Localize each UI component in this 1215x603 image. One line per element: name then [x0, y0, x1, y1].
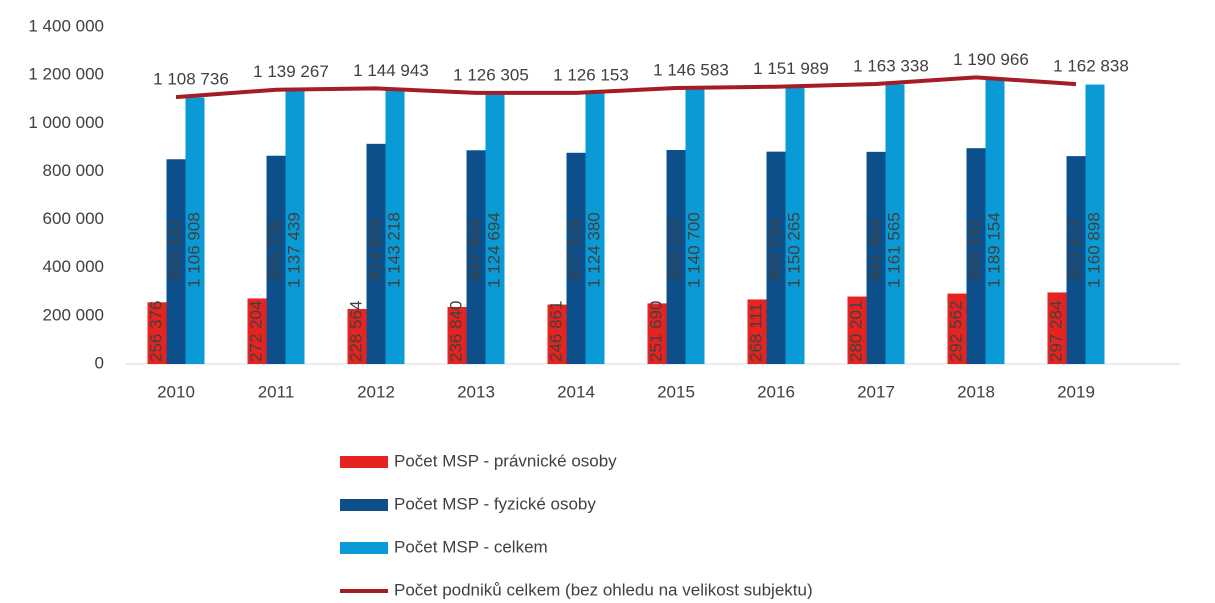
data-label: 1 163 338 [853, 56, 929, 75]
data-label: 1 140 700 [684, 212, 703, 288]
bar [466, 150, 486, 364]
bar [785, 87, 805, 365]
data-label: 1 146 583 [653, 60, 729, 79]
data-label: 268 111 [746, 303, 765, 362]
data-label: 1 143 218 [384, 212, 403, 288]
data-label: 228 564 [346, 301, 365, 362]
bar [947, 293, 967, 364]
bar [185, 97, 205, 365]
bar [485, 93, 505, 365]
bar [1047, 292, 1067, 364]
x-tick-label: 2011 [258, 382, 295, 401]
y-tick-label: 200 000 [43, 305, 104, 324]
bar [566, 152, 586, 364]
x-tick-label: 2019 [1057, 382, 1095, 401]
bar [447, 306, 467, 364]
data-label: 1 137 439 [284, 212, 303, 288]
legend-label: Počet MSP - fyzické osoby [394, 494, 596, 513]
legend-swatch [340, 456, 388, 468]
y-tick-label: 1 200 000 [28, 65, 104, 84]
bar [347, 308, 367, 364]
legend-label: Počet MSP - celkem [394, 537, 548, 556]
y-tick-label: 800 000 [43, 161, 104, 180]
x-tick-label: 2013 [457, 382, 495, 401]
bar [166, 159, 186, 364]
data-label: 1 126 153 [553, 65, 629, 84]
data-label: 1 124 694 [484, 212, 503, 288]
data-label: 1 162 838 [1053, 57, 1129, 76]
bar [285, 90, 305, 365]
data-label: 297 284 [1046, 301, 1065, 362]
data-label: 882 154 [765, 219, 784, 280]
data-label: 1 139 267 [253, 62, 329, 81]
bar [847, 296, 867, 364]
bar [866, 151, 886, 364]
data-label: 887 854 [465, 219, 484, 280]
data-label: 1 160 898 [1084, 212, 1103, 288]
bar [385, 88, 405, 364]
data-label: 1 144 943 [353, 61, 429, 80]
legend-swatch [340, 542, 388, 554]
data-label: 914 654 [365, 219, 384, 280]
data-label: 1 126 305 [453, 65, 529, 84]
bar [985, 77, 1005, 364]
legend-swatch [340, 499, 388, 511]
legend-label: Počet podniků celkem (bez ohledu na veli… [394, 580, 813, 599]
y-tick-label: 1 000 000 [28, 113, 104, 132]
bar [966, 148, 986, 364]
bar [247, 298, 267, 364]
data-label: 889 010 [665, 219, 684, 280]
data-label: 863 614 [1065, 219, 1084, 280]
bar [366, 143, 386, 364]
data-label: 1 106 908 [184, 212, 203, 288]
data-label: 251 690 [646, 301, 665, 362]
data-label: 256 376 [146, 301, 165, 362]
bar [1085, 84, 1105, 364]
data-label: 272 204 [246, 301, 265, 362]
data-label: 1 108 736 [153, 70, 229, 89]
legend-label: Počet MSP - právnické osoby [394, 451, 617, 470]
bar [547, 304, 567, 364]
y-tick-label: 400 000 [43, 257, 104, 276]
line [175, 75, 1077, 100]
x-tick-label: 2017 [857, 382, 895, 401]
bar [766, 151, 786, 364]
data-label: 881 364 [865, 219, 884, 280]
data-label: 877 519 [565, 219, 584, 280]
bar [666, 150, 686, 364]
bar [147, 302, 167, 364]
bar [1066, 156, 1086, 364]
bar [266, 155, 286, 364]
x-tick-label: 2010 [157, 382, 195, 401]
data-label: 280 201 [846, 301, 865, 362]
data-label: 1 151 989 [753, 59, 829, 78]
data-label: 1 150 265 [784, 212, 803, 288]
bar [747, 299, 767, 364]
bar [885, 84, 905, 364]
x-tick-label: 2018 [957, 382, 995, 401]
data-label: 1 190 966 [953, 50, 1029, 69]
data-label: 1 161 565 [884, 212, 903, 288]
x-tick-label: 2014 [557, 382, 595, 401]
y-tick-label: 0 [95, 353, 104, 372]
x-tick-label: 2016 [757, 382, 795, 401]
bar [685, 89, 705, 365]
x-tick-label: 2015 [657, 382, 695, 401]
data-label: 1 189 154 [984, 212, 1003, 288]
data-label: 246 861 [546, 301, 565, 362]
x-tick-label: 2012 [357, 382, 395, 401]
data-label: 236 840 [446, 301, 465, 362]
data-label: 292 562 [946, 301, 965, 362]
data-label: 850 532 [165, 219, 184, 280]
bar [647, 303, 667, 364]
bar [585, 93, 605, 364]
y-tick-label: 600 000 [43, 209, 104, 228]
data-label: 896 592 [965, 219, 984, 280]
data-label: 865 235 [265, 219, 284, 280]
data-label: 1 124 380 [584, 212, 603, 288]
y-tick-label: 1 400 000 [28, 16, 104, 35]
